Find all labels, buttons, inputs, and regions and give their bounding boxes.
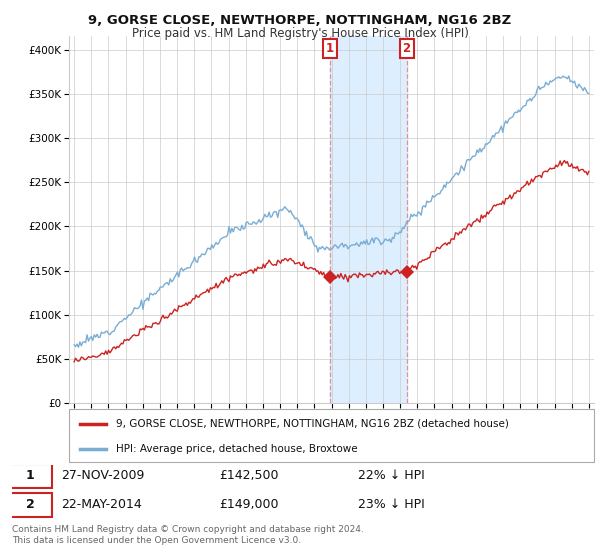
Text: 27-NOV-2009: 27-NOV-2009: [61, 469, 145, 482]
Text: 9, GORSE CLOSE, NEWTHORPE, NOTTINGHAM, NG16 2BZ: 9, GORSE CLOSE, NEWTHORPE, NOTTINGHAM, N…: [88, 14, 512, 27]
Text: 22-MAY-2014: 22-MAY-2014: [61, 498, 142, 511]
Text: 9, GORSE CLOSE, NEWTHORPE, NOTTINGHAM, NG16 2BZ (detached house): 9, GORSE CLOSE, NEWTHORPE, NOTTINGHAM, N…: [116, 419, 509, 429]
FancyBboxPatch shape: [9, 464, 52, 488]
Text: £149,000: £149,000: [220, 498, 279, 511]
Text: Price paid vs. HM Land Registry's House Price Index (HPI): Price paid vs. HM Land Registry's House …: [131, 27, 469, 40]
Text: 22% ↓ HPI: 22% ↓ HPI: [358, 469, 424, 482]
Text: 1: 1: [326, 42, 334, 55]
Text: 2: 2: [26, 498, 35, 511]
Text: HPI: Average price, detached house, Broxtowe: HPI: Average price, detached house, Brox…: [116, 444, 358, 454]
Text: 1: 1: [26, 469, 35, 482]
Text: Contains HM Land Registry data © Crown copyright and database right 2024.
This d: Contains HM Land Registry data © Crown c…: [12, 525, 364, 545]
FancyBboxPatch shape: [9, 493, 52, 516]
Text: 2: 2: [403, 42, 411, 55]
Text: £142,500: £142,500: [220, 469, 279, 482]
Text: 23% ↓ HPI: 23% ↓ HPI: [358, 498, 424, 511]
Bar: [330, 36, 407, 403]
FancyBboxPatch shape: [69, 409, 594, 462]
